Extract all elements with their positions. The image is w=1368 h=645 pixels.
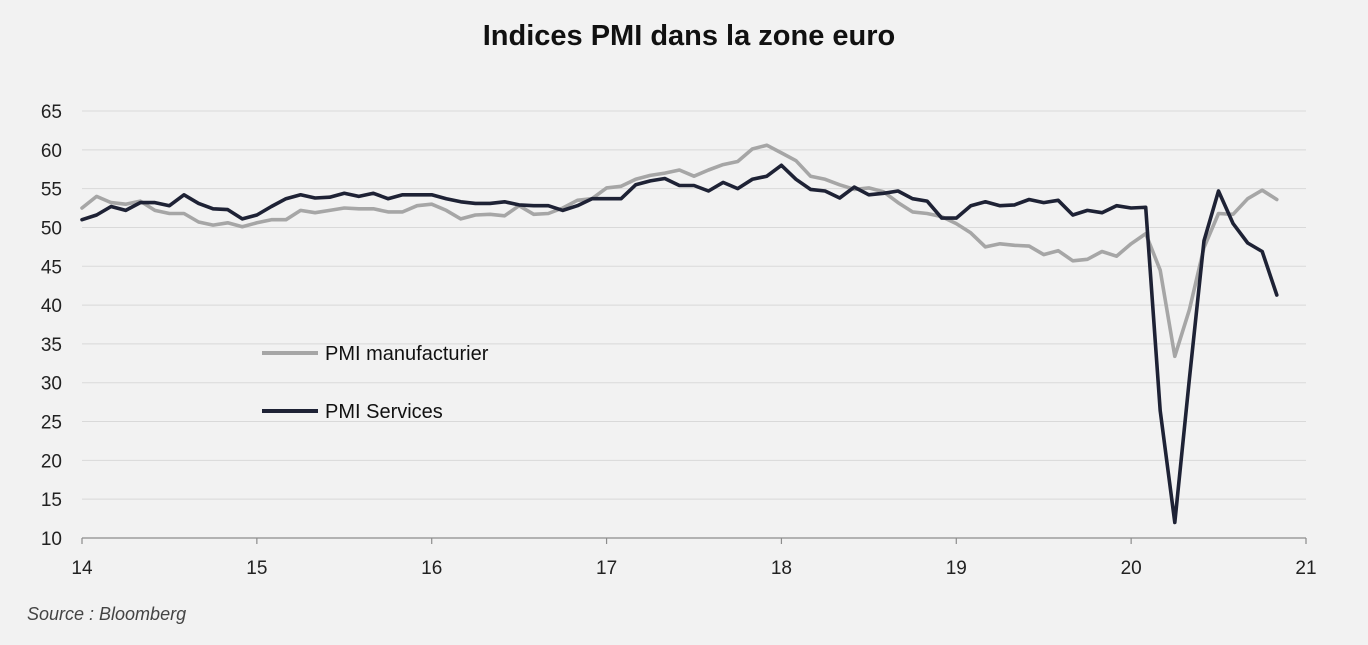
y-tick-label: 45	[41, 257, 62, 278]
y-axis-ticks: 10 15 20 25 30 35 40 45 50 55 60 65	[41, 102, 62, 550]
x-tick-label: 19	[946, 558, 967, 579]
legend-label: PMI manufacturier	[325, 343, 489, 365]
legend-label: PMI Services	[325, 401, 443, 423]
series-line-1	[80, 143, 1279, 359]
y-tick-label: 25	[41, 413, 62, 434]
gridlines	[82, 110, 1306, 500]
x-tick-label: 18	[771, 558, 792, 579]
y-tick-label: 30	[41, 374, 62, 395]
series-lines	[80, 143, 1279, 525]
chart-title: Indices PMI dans la zone euro	[482, 20, 896, 52]
y-tick-label: 55	[41, 180, 62, 201]
x-tick-label: 16	[421, 558, 442, 579]
x-tick-label: 20	[1121, 558, 1142, 579]
series-line-2	[80, 163, 1279, 525]
y-tick-label: 20	[41, 451, 62, 472]
x-tick-label: 15	[246, 558, 267, 579]
y-tick-label: 15	[41, 490, 62, 511]
y-tick-label: 35	[41, 335, 62, 356]
y-tick-label: 50	[41, 218, 62, 239]
y-tick-label: 10	[41, 529, 62, 550]
y-tick-label: 60	[41, 141, 62, 162]
legend: PMI manufacturier PMI Services	[262, 343, 489, 423]
x-tick-label: 17	[596, 558, 617, 579]
x-axis: 14 15 16 17 18 19 20 21	[71, 537, 1317, 579]
y-tick-label: 40	[41, 296, 62, 317]
x-tick-label: 14	[71, 558, 93, 579]
y-tick-label: 65	[41, 102, 62, 123]
source-note: Source : Bloomberg	[27, 604, 187, 624]
x-tick-label: 21	[1295, 558, 1316, 579]
